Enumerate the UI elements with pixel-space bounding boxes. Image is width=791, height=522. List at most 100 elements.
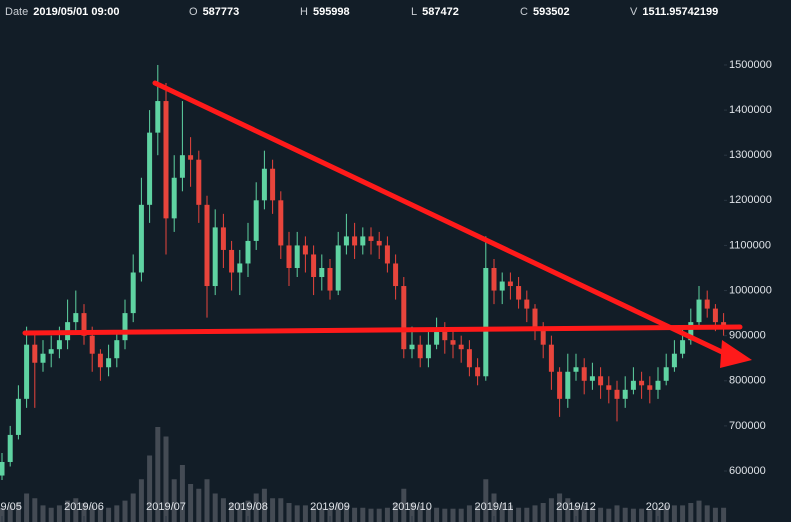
candle-body [179, 155, 185, 178]
y-tick-label: 1500000 [729, 59, 772, 71]
volume-bar [466, 505, 472, 522]
candle-body [0, 461, 5, 476]
volume-bar [524, 507, 530, 522]
candle-body [188, 155, 194, 160]
volume-bar [147, 455, 153, 522]
volume-bar [24, 493, 30, 522]
candle-body [130, 272, 136, 314]
header-value: 595998 [313, 6, 350, 18]
header-value: 587773 [203, 6, 240, 18]
candle-body [499, 281, 505, 291]
candle-body [327, 267, 333, 291]
volume-bar [237, 503, 243, 522]
header-label: H [300, 6, 308, 18]
volume-bar [65, 500, 71, 522]
candle-body [270, 168, 276, 201]
volume-bar [384, 507, 390, 522]
volume-bar [622, 507, 628, 522]
candle-body [466, 349, 472, 368]
volume-bar [393, 503, 399, 522]
volume-bar [179, 465, 185, 522]
candle-body [220, 227, 226, 250]
volume-bar [376, 508, 382, 522]
volume-bar [40, 505, 46, 522]
header-item: L 587472 [411, 6, 459, 18]
volume-bar [565, 498, 571, 522]
candle-body [343, 236, 349, 246]
volume-bar [475, 505, 481, 522]
volume-bar [114, 505, 120, 522]
volume-bar [343, 505, 349, 522]
candle-body [458, 344, 464, 350]
candle-body [688, 322, 694, 341]
trend-line [152, 80, 725, 355]
volume-bar [450, 508, 456, 522]
candle-body [147, 132, 153, 205]
volume-bar [286, 503, 292, 522]
candle-body [589, 376, 595, 381]
candle-body [434, 331, 440, 345]
candle-body [81, 313, 87, 336]
volume-bar [212, 493, 218, 522]
header-label: C [520, 6, 528, 18]
candle-body [614, 389, 620, 399]
candle-body [229, 249, 235, 273]
candle-body [622, 389, 628, 399]
volume-bar [196, 488, 202, 522]
header: Date 2019/05/01 09:00 O 587773 H 595998 L 58747… [5, 6, 718, 18]
candle-body [393, 263, 399, 287]
candle-body [581, 367, 587, 381]
volume-bar [589, 507, 595, 522]
candle-layer [0, 64, 727, 481]
volume-bar [671, 505, 677, 522]
volume-bar [639, 508, 645, 522]
volume-bar [417, 505, 423, 522]
volume-bar [32, 498, 38, 522]
y-tick-label: 900000 [729, 330, 766, 342]
header-item: H 595998 [300, 6, 350, 18]
volume-bar [581, 505, 587, 522]
volume-bar [261, 488, 267, 522]
candle-body [89, 335, 95, 354]
candle-body [212, 227, 218, 287]
x-tick-label: 2019/08 [228, 501, 268, 513]
candle-body [32, 344, 38, 363]
candle-body [647, 385, 653, 390]
candle-body [73, 313, 79, 323]
candle-body [680, 340, 686, 354]
volume-bar [48, 507, 54, 522]
candle-body [598, 376, 604, 386]
header-item: V 1511.95742199 [630, 6, 718, 18]
candle-body [532, 308, 538, 327]
candle-body [516, 286, 522, 300]
volume-bar [335, 503, 341, 522]
candle-body [712, 308, 718, 323]
volume-bar [614, 505, 620, 522]
candle-body [155, 101, 161, 133]
candle-body [368, 236, 374, 241]
volume-bar [663, 505, 669, 522]
candle-body [450, 340, 456, 345]
volume-bar [138, 479, 144, 522]
volume-bar [106, 507, 112, 522]
axes: 600000 700000 800000 900000 1000000 1100000 12… [0, 59, 772, 522]
volume-bar [294, 505, 300, 522]
trend-lines [22, 80, 752, 368]
candle-body [565, 371, 571, 399]
candle-body [97, 353, 103, 368]
candle-body [335, 245, 341, 291]
volume-bar [516, 507, 522, 522]
candle-body [294, 245, 300, 268]
candle-body [630, 380, 636, 390]
trend-arrow [720, 340, 752, 368]
y-tick-label: 800000 [729, 375, 766, 387]
y-tick-label: 600000 [729, 465, 766, 477]
volume-bar [409, 503, 415, 522]
volume-bar [721, 507, 727, 522]
volume-bar [401, 488, 407, 522]
y-tick-label: 1000000 [729, 284, 772, 296]
volume-bar [89, 505, 95, 522]
candle-body [138, 204, 144, 273]
volume-bar [253, 493, 259, 522]
